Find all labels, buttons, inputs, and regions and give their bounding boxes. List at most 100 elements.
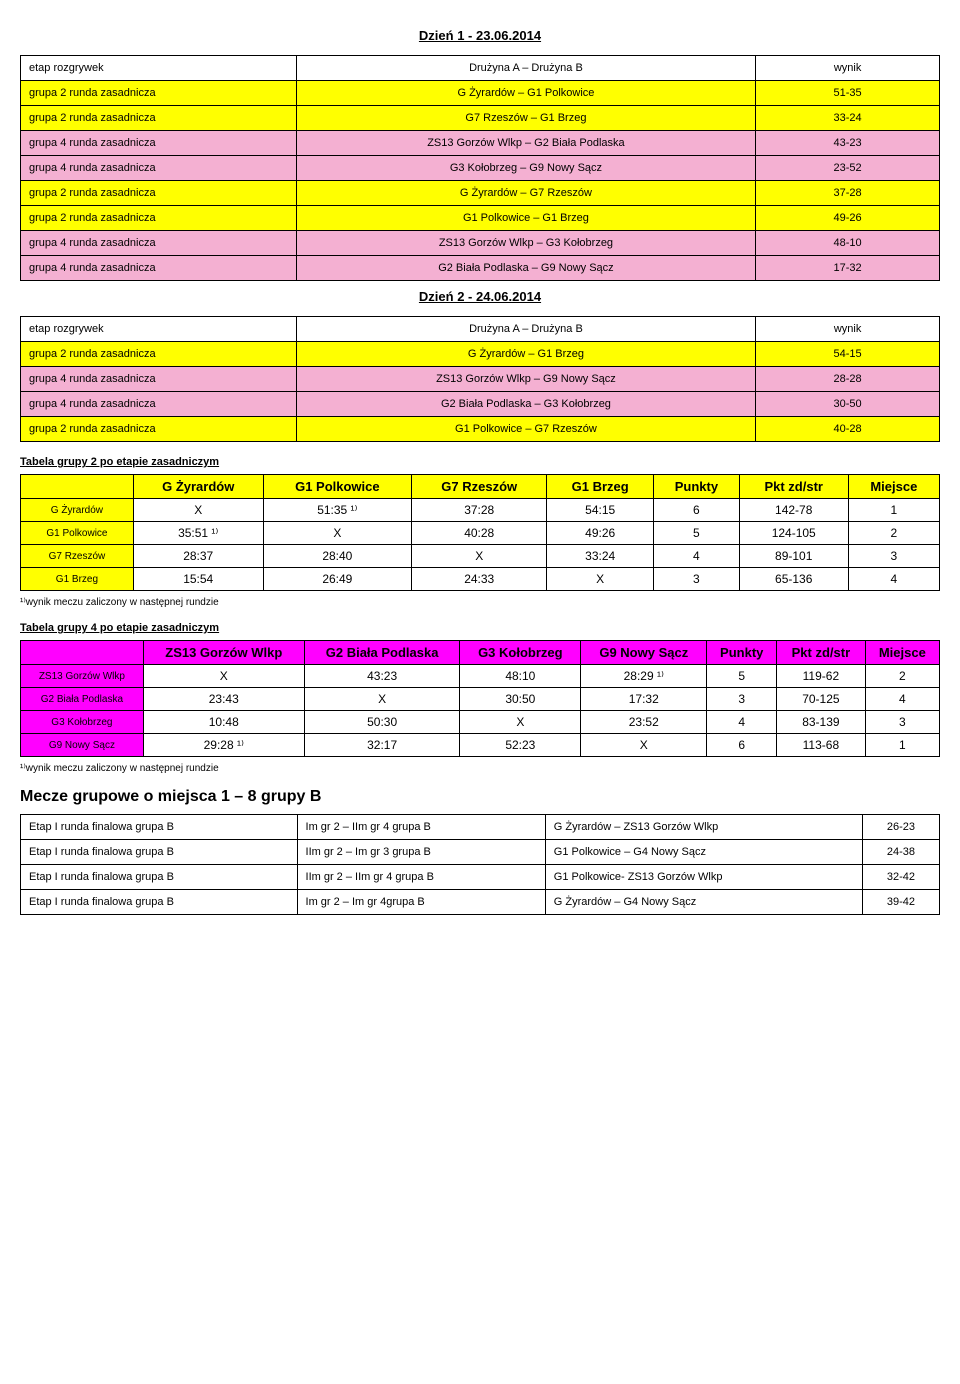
table-cell: Im gr 2 – IIm gr 4 grupa B — [297, 815, 545, 840]
table-row: grupa 2 runda zasadniczaG Żyrardów – G1 … — [21, 81, 940, 106]
table-cell: 48:10 — [460, 665, 581, 688]
table-cell: 51:35 ¹⁾ — [263, 499, 411, 522]
table-cell: 35:51 ¹⁾ — [133, 522, 263, 545]
table-cell: grupa 2 runda zasadnicza — [21, 106, 297, 131]
day2-table: etap rozgrywek Drużyna A – Drużyna B wyn… — [20, 316, 940, 442]
table-row: grupa 4 runda zasadniczaZS13 Gorzów Wlkp… — [21, 231, 940, 256]
table-cell: 30:50 — [460, 688, 581, 711]
table-cell: ZS13 Gorzów Wlkp – G2 Biała Podlaska — [296, 131, 756, 156]
table-cell: X — [263, 522, 411, 545]
table-cell: 37-28 — [756, 181, 940, 206]
table-cell: IIm gr 2 – IIm gr 4 grupa B — [297, 865, 545, 890]
table-row: Etap I runda finalowa grupa BIm gr 2 – I… — [21, 890, 940, 915]
table-cell: 89-101 — [739, 545, 848, 568]
table-cell: 3 — [848, 545, 939, 568]
table-row: G7 Rzeszów28:3728:40X33:24489-1013 — [21, 545, 940, 568]
table-cell: 6 — [707, 734, 777, 757]
table-row: G ŻyrardówX51:35 ¹⁾37:2854:156142-781 — [21, 499, 940, 522]
day1-head-stage: etap rozgrywek — [21, 56, 297, 81]
table-cell: G2 Biała Podlaska – G3 Kołobrzeg — [296, 392, 756, 417]
table-cell: 2 — [865, 665, 939, 688]
table-cell: ZS13 Gorzów Wlkp – G3 Kołobrzeg — [296, 231, 756, 256]
day2-head-stage: etap rozgrywek — [21, 317, 297, 342]
table-cell: X — [143, 665, 304, 688]
table-cell: 32-42 — [862, 865, 939, 890]
table-cell: 39-42 — [862, 890, 939, 915]
standings-header-cell: Miejsce — [865, 641, 939, 665]
table-cell: G Żyrardów – G1 Polkowice — [296, 81, 756, 106]
table-cell: 26:49 — [263, 568, 411, 591]
standings-header-cell: G3 Kołobrzeg — [460, 641, 581, 665]
table-cell: 26-23 — [862, 815, 939, 840]
standings-header-cell: Miejsce — [848, 475, 939, 499]
table-cell: 43:23 — [304, 665, 460, 688]
table-cell: 3 — [707, 688, 777, 711]
standings-header-cell: G1 Brzeg — [547, 475, 654, 499]
standings-row-label: G2 Biała Podlaska — [21, 688, 144, 711]
table-cell: 37:28 — [412, 499, 547, 522]
table-cell: 113-68 — [777, 734, 866, 757]
standings-header-cell: ZS13 Gorzów Wlkp — [143, 641, 304, 665]
table-cell: G1 Polkowice – G4 Nowy Sącz — [545, 840, 862, 865]
table-cell: grupa 2 runda zasadnicza — [21, 181, 297, 206]
table-row: G3 Kołobrzeg10:4850:30X23:52483-1393 — [21, 711, 940, 734]
day2-head-teams: Drużyna A – Drużyna B — [296, 317, 756, 342]
standings2-table: G ŻyrardówG1 PolkowiceG7 RzeszówG1 Brzeg… — [20, 474, 940, 591]
table-cell: IIm gr 2 – Im gr 3 grupa B — [297, 840, 545, 865]
table-row: grupa 2 runda zasadniczaG1 Polkowice – G… — [21, 417, 940, 442]
table-cell: X — [133, 499, 263, 522]
day1-head-score: wynik — [756, 56, 940, 81]
table-cell: 5 — [707, 665, 777, 688]
table-cell: Etap I runda finalowa grupa B — [21, 890, 298, 915]
standings4-label: Tabela grupy 4 po etapie zasadniczym — [20, 622, 940, 634]
table-cell: 5 — [654, 522, 740, 545]
standings2-label: Tabela grupy 2 po etapie zasadniczym — [20, 456, 940, 468]
day2-head-score: wynik — [756, 317, 940, 342]
standings4-note: ¹⁾wynik meczu zaliczony w następnej rund… — [20, 763, 940, 774]
table-row: G2 Biała Podlaska23:43X30:5017:32370-125… — [21, 688, 940, 711]
table-cell: G3 Kołobrzeg – G9 Nowy Sącz — [296, 156, 756, 181]
table-cell: 49:26 — [547, 522, 654, 545]
table-cell: 4 — [707, 711, 777, 734]
table-cell: G1 Polkowice – G7 Rzeszów — [296, 417, 756, 442]
table-cell: 17:32 — [581, 688, 707, 711]
table-cell: grupa 4 runda zasadnicza — [21, 367, 297, 392]
table-cell: Etap I runda finalowa grupa B — [21, 840, 298, 865]
table-cell: grupa 4 runda zasadnicza — [21, 392, 297, 417]
table-row: grupa 2 runda zasadniczaG Żyrardów – G1 … — [21, 342, 940, 367]
table-cell: 28:37 — [133, 545, 263, 568]
table-cell: 40-28 — [756, 417, 940, 442]
table-cell: 4 — [865, 688, 939, 711]
standings-header-cell — [21, 641, 144, 665]
table-cell: 1 — [848, 499, 939, 522]
standings-header-cell: Pkt zd/str — [777, 641, 866, 665]
table-cell: grupa 4 runda zasadnicza — [21, 256, 297, 281]
table-cell: 32:17 — [304, 734, 460, 757]
table-cell: X — [304, 688, 460, 711]
table-cell: Etap I runda finalowa grupa B — [21, 865, 298, 890]
standings-header-cell — [21, 475, 134, 499]
standings-row-label: G7 Rzeszów — [21, 545, 134, 568]
table-cell: 4 — [848, 568, 939, 591]
table-cell: 51-35 — [756, 81, 940, 106]
table-cell: 28:29 ¹⁾ — [581, 665, 707, 688]
table-row: grupa 4 runda zasadniczaG2 Biała Podlask… — [21, 392, 940, 417]
table-row: Etap I runda finalowa grupa BIIm gr 2 – … — [21, 865, 940, 890]
table-row: grupa 4 runda zasadniczaZS13 Gorzów Wlkp… — [21, 131, 940, 156]
table-cell: 24:33 — [412, 568, 547, 591]
table-cell: 54:15 — [547, 499, 654, 522]
table-cell: Im gr 2 – Im gr 4grupa B — [297, 890, 545, 915]
table-cell: 30-50 — [756, 392, 940, 417]
day1-head-teams: Drużyna A – Drużyna B — [296, 56, 756, 81]
table-cell: grupa 2 runda zasadnicza — [21, 417, 297, 442]
table-cell: G Żyrardów – G1 Brzeg — [296, 342, 756, 367]
table-cell: 33-24 — [756, 106, 940, 131]
table-cell: ZS13 Gorzów Wlkp – G9 Nowy Sącz — [296, 367, 756, 392]
table-cell: grupa 2 runda zasadnicza — [21, 342, 297, 367]
standings-header-cell: G2 Biała Podlaska — [304, 641, 460, 665]
table-cell: 43-23 — [756, 131, 940, 156]
table-cell: 23:43 — [143, 688, 304, 711]
table-cell: G1 Polkowice- ZS13 Gorzów Wlkp — [545, 865, 862, 890]
table-cell: Etap I runda finalowa grupa B — [21, 815, 298, 840]
table-cell: grupa 4 runda zasadnicza — [21, 131, 297, 156]
